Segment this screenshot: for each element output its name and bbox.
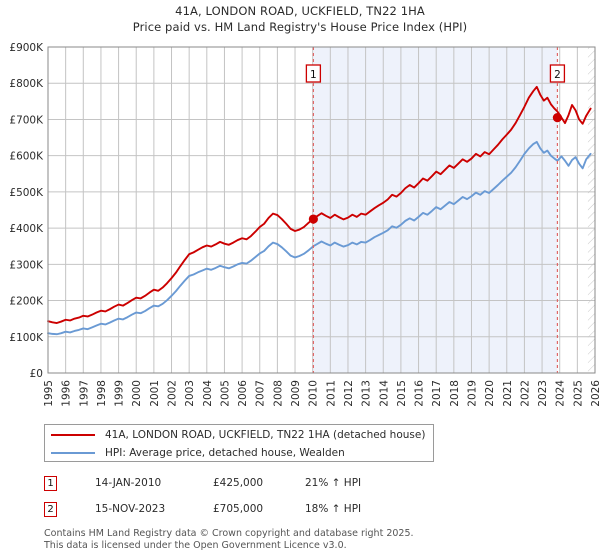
gridlines bbox=[47, 46, 596, 374]
hatched-projection-region bbox=[587, 47, 595, 373]
y-axis-tick-label: £800K bbox=[9, 78, 44, 90]
series-line-hpi bbox=[47, 140, 592, 336]
transaction-badge-2: 2 bbox=[44, 501, 57, 517]
x-axis-tick-label: 2012 bbox=[343, 380, 355, 407]
chart-plot-area: £0 £100K £200K £300K £400K £500K £600K £700K £80… bbox=[9, 42, 600, 407]
legend-swatch-property bbox=[51, 434, 95, 436]
x-axis-tick-label: 2001 bbox=[149, 380, 161, 407]
x-axis-tick-label: 2003 bbox=[184, 380, 196, 407]
x-axis-tick-label: 1995 bbox=[43, 380, 55, 407]
marker-badge-label-1: 1 bbox=[310, 69, 317, 81]
x-axis-tick-label: 2007 bbox=[255, 380, 267, 407]
x-axis-tick-label: 2019 bbox=[466, 380, 478, 407]
x-axis-tick-label: 2011 bbox=[325, 380, 337, 407]
x-axis-tick-label: 2016 bbox=[414, 380, 426, 407]
x-axis-tick-label: 2023 bbox=[537, 380, 549, 407]
x-axis-tick-label: 1999 bbox=[114, 380, 126, 407]
transaction-price-1: £425,000 bbox=[213, 477, 264, 489]
x-axis-tick-label: 2013 bbox=[361, 380, 373, 407]
y-axis-tick-label: £200K bbox=[9, 296, 44, 308]
footer-attribution: Contains HM Land Registry data © Crown c… bbox=[44, 528, 584, 551]
marker-badge-box-1[interactable] bbox=[305, 64, 322, 83]
footer-line-2: This data is licensed under the Open Gov… bbox=[44, 539, 347, 551]
title-line-1: 41A, LONDON ROAD, UCKFIELD, TN22 1HA bbox=[175, 4, 425, 18]
x-axis-tick-label: 2005 bbox=[219, 380, 231, 407]
legend-item-property: 41A, LONDON ROAD, UCKFIELD, TN22 1HA (de… bbox=[51, 426, 433, 444]
y-axis-tick-label: £600K bbox=[9, 151, 44, 163]
transaction-hpi-delta-2: 18% ↑ HPI bbox=[305, 503, 362, 515]
x-axis-tick-label: 2024 bbox=[555, 380, 567, 407]
series-line-property bbox=[47, 85, 592, 324]
legend-swatch-hpi bbox=[51, 452, 95, 454]
legend-item-hpi: HPI: Average price, detached house, Weal… bbox=[51, 444, 433, 462]
transaction-hpi-delta-1: 21% ↑ HPI bbox=[305, 477, 362, 489]
marker-badge-label-2: 2 bbox=[554, 69, 561, 81]
transaction-badge-1: 1 bbox=[44, 475, 57, 491]
transaction-date-2: 15-NOV-2023 bbox=[95, 503, 166, 515]
price-history-line-chart: £0 £100K £200K £300K £400K £500K £600K £700K £80… bbox=[9, 42, 600, 407]
x-axis-tick-label: 2015 bbox=[396, 380, 408, 407]
x-axis-tick-label: 2018 bbox=[449, 380, 461, 407]
x-axis-tick-label: 2002 bbox=[167, 380, 179, 407]
x-axis-tick-label: 2014 bbox=[378, 380, 390, 407]
title-line-2: Price paid vs. HM Land Registry's House … bbox=[132, 20, 468, 34]
x-axis-tick-label: 2009 bbox=[290, 380, 302, 407]
transaction-row-2: 2 15-NOV-2023 £705,000 18% ↑ HPI bbox=[44, 500, 361, 518]
x-axis-tick-label: 2017 bbox=[431, 380, 443, 407]
sale-point-1[interactable] bbox=[308, 214, 318, 224]
y-axis-tick-label: £700K bbox=[9, 114, 44, 126]
y-axis-tick-label: £500K bbox=[9, 187, 44, 199]
x-axis-tick-label: 1997 bbox=[78, 380, 90, 407]
x-axis-tick-label: 2020 bbox=[484, 380, 496, 407]
transaction-date-1: 14-JAN-2010 bbox=[95, 477, 162, 489]
x-axis-tick-label: 2010 bbox=[308, 380, 320, 407]
x-axis-tick-label: 2006 bbox=[237, 380, 249, 407]
y-axis-tick-label: £0 bbox=[30, 368, 43, 380]
transaction-price-2: £705,000 bbox=[213, 503, 264, 515]
plot-frame bbox=[47, 46, 596, 374]
page-title: 41A, LONDON ROAD, UCKFIELD, TN22 1HA Pri… bbox=[0, 3, 600, 35]
sale-point-2[interactable] bbox=[552, 113, 563, 123]
x-axis-tick-label: 2026 bbox=[590, 380, 600, 407]
y-axis-tick-label: £900K bbox=[9, 42, 44, 54]
y-axis-tick-label: £100K bbox=[9, 332, 44, 344]
legend-label-property: 41A, LONDON ROAD, UCKFIELD, TN22 1HA (de… bbox=[105, 429, 426, 441]
transaction-row-1: 1 14-JAN-2010 £425,000 21% ↑ HPI bbox=[44, 474, 361, 492]
legend-label-hpi: HPI: Average price, detached house, Weal… bbox=[105, 447, 345, 459]
y-axis-tick-label: £300K bbox=[9, 259, 44, 271]
x-axis-tick-label: 2004 bbox=[202, 380, 214, 407]
x-axis-tick-label: 1998 bbox=[96, 380, 108, 407]
x-axis-tick-label: 2008 bbox=[272, 380, 284, 407]
marker-badge-box-2[interactable] bbox=[549, 64, 566, 83]
x-axis-tick-label: 2025 bbox=[572, 380, 584, 407]
x-axis-tick-label: 2022 bbox=[519, 380, 531, 407]
footer-line-1: Contains HM Land Registry data © Crown c… bbox=[44, 528, 414, 539]
shaded-period-between-sales bbox=[313, 47, 558, 373]
x-axis-tick-label: 1996 bbox=[61, 380, 73, 407]
x-axis-tick-label: 2000 bbox=[131, 380, 143, 407]
chart-legend: 41A, LONDON ROAD, UCKFIELD, TN22 1HA (de… bbox=[44, 424, 434, 462]
y-axis-tick-label: £400K bbox=[9, 223, 44, 235]
x-axis-tick-label: 2021 bbox=[502, 380, 514, 407]
